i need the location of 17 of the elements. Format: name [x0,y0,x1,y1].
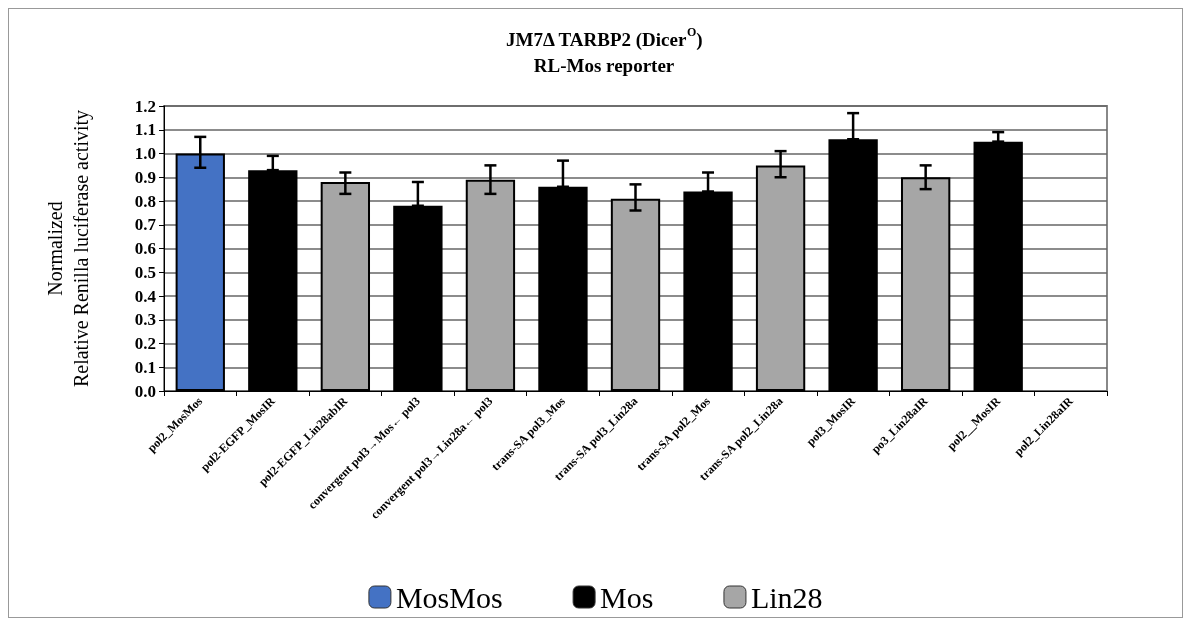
y-tick-label: 0.3 [134,310,156,330]
y-tick-label: 0.4 [134,286,157,306]
y-tick-label: 0.7 [134,215,157,235]
y-tick-label: 0.8 [134,191,156,211]
y-tick-label: 0.2 [134,334,156,353]
y-tick-label: 0.5 [134,262,156,282]
y-axis-title: Normalized Relative Renilla luciferase activity [44,109,93,388]
legend-label: MosMos [395,580,503,614]
y-tick-label: 0.1 [134,357,156,377]
y-tick-label: 1.0 [134,144,156,163]
y-tick-label: 0.9 [134,167,156,187]
legend-label: Lin28 [750,580,823,614]
y-tick-label: 0.6 [134,239,156,258]
y-tick-label: 1.2 [134,96,156,116]
legend-label: Mos [600,580,654,614]
y-tick-label: 0.0 [134,381,156,401]
y-tick-label: 1.1 [134,120,156,140]
